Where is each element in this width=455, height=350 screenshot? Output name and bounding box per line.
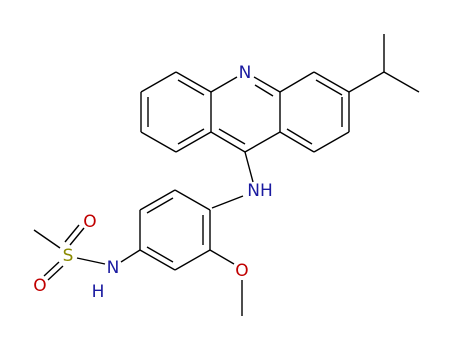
- atom-label: H: [92, 282, 105, 302]
- atom-label: N: [107, 258, 120, 278]
- atom-label: N: [239, 63, 252, 83]
- atom-label: O: [235, 261, 248, 281]
- atom-labels: N NH O S O O N H: [33, 63, 272, 302]
- atom-label: O: [33, 276, 46, 296]
- atom-label: O: [83, 212, 96, 232]
- bonds: [33, 34, 420, 316]
- atom-label: NH: [247, 181, 273, 201]
- atom-label: S: [63, 246, 74, 266]
